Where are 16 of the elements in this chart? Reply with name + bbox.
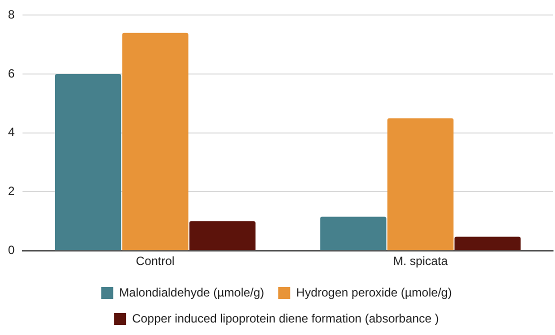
y-tick-label: 0 [8,242,15,257]
y-tick-label: 4 [8,125,15,140]
x-tick-label: M. spicata [393,254,448,268]
y-tick-label: 2 [8,184,15,198]
bar [320,216,386,250]
legend-label: Malondialdehyde (µmole/g) [119,285,264,300]
y-tick-label: 6 [8,66,15,80]
legend-label: Hydrogen peroxide (µmole/g) [296,285,452,300]
bar [54,74,122,250]
y-tick-label: 8 [8,8,15,22]
bar [454,236,521,250]
bar [387,118,454,250]
bar [122,32,188,250]
legend-label: Copper induced lipoprotein diene formation (absorbance ) [132,311,439,326]
bar [189,221,256,250]
x-tick-label: Control [136,254,175,268]
